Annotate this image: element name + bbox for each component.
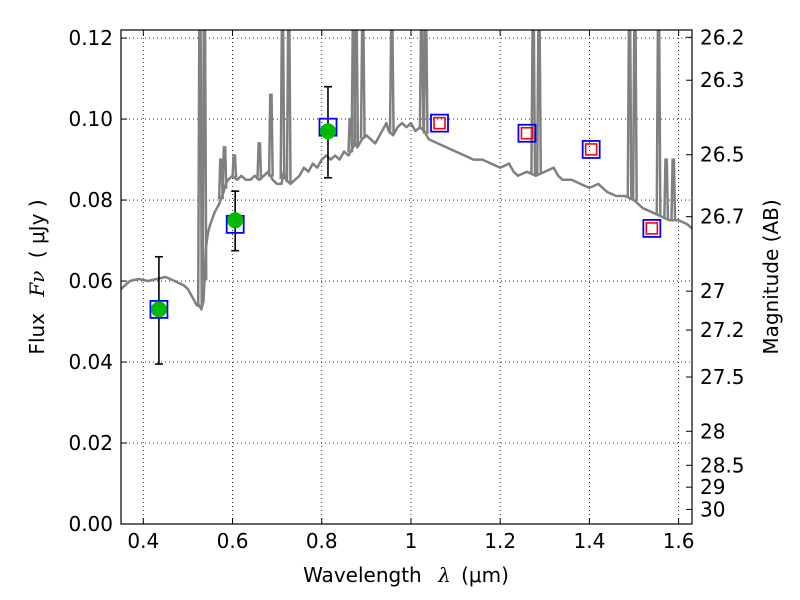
model-point-blue <box>149 299 169 319</box>
model-point-blue <box>642 219 662 238</box>
x-axis-title-unit: (μm) <box>461 563 509 587</box>
x-tick-label: 1.4 <box>573 529 605 553</box>
emission-line <box>196 30 203 307</box>
y-tick-label: 0.02 <box>68 431 113 455</box>
x-tick-label: 1.6 <box>663 529 695 553</box>
y-tick-label: 0.00 <box>68 512 113 536</box>
y-tick-label: 0.04 <box>68 350 113 374</box>
model-point-red <box>645 222 659 235</box>
y-axis-title-text: Flux <box>25 313 49 355</box>
x-tick-label: 1.2 <box>484 529 516 553</box>
y-axis-title: Flux Fν ( μJy ) <box>25 199 49 354</box>
emission-line <box>670 158 677 221</box>
emission-line <box>655 30 662 216</box>
emission-line <box>267 93 274 177</box>
model-point-blue <box>430 113 449 133</box>
y-tick-label: 0.06 <box>68 269 113 293</box>
emission-line <box>285 30 292 183</box>
emission-line <box>279 30 286 180</box>
y2-tick-label: 30 <box>700 497 725 521</box>
emission-line <box>631 30 638 201</box>
y-axis-title-symbol: Fν <box>25 271 49 298</box>
x-tick-label: 1 <box>405 529 418 553</box>
y2-tick-label: 27 <box>700 279 725 303</box>
x-tick-label: 0.4 <box>127 529 159 553</box>
y2-tick-label: 26.3 <box>700 68 745 92</box>
model-point-red <box>584 143 598 156</box>
model-point-red <box>520 126 534 140</box>
emission-line <box>359 30 366 139</box>
y-tick-label: 0.08 <box>68 188 113 212</box>
observed-point <box>319 123 336 140</box>
spectrum-layer <box>121 30 692 311</box>
model-point-blue <box>517 123 537 143</box>
y2-tick-label: 26.2 <box>700 25 745 49</box>
emission-line <box>256 142 263 180</box>
emission-line <box>353 30 360 146</box>
y-tick-label: 0.10 <box>68 107 113 131</box>
emission-line <box>388 30 395 135</box>
x-axis: 0.4 0.6 0.8 1 1.2 1.4 1.6 <box>127 30 695 553</box>
model-point-blue <box>581 140 601 159</box>
emission-line <box>221 146 228 189</box>
emission-line <box>422 30 429 134</box>
x-axis-title: Wavelength λ (μm) <box>303 563 509 587</box>
y-axis-title-unit: ( μJy ) <box>25 199 49 258</box>
x-tick-label: 0.6 <box>217 529 249 553</box>
y2-tick-label: 28 <box>700 419 725 443</box>
emission-line <box>530 30 537 175</box>
emission-line <box>418 30 425 129</box>
x-axis-title-symbol: λ <box>437 563 451 587</box>
y2-axis-title: Magnitude (AB) <box>759 199 783 354</box>
y2-tick-label: 29 <box>700 475 725 499</box>
emission-line <box>231 154 238 178</box>
emission-line <box>663 158 670 219</box>
points-layer <box>149 85 662 365</box>
emission-line <box>626 30 633 199</box>
emission-line <box>535 30 543 175</box>
y-axis: 0.00 0.02 0.04 0.06 0.08 0.10 0.12 <box>68 26 127 536</box>
y2-tick-label: 27.2 <box>700 318 745 342</box>
model-point-red <box>433 116 446 130</box>
y2-tick-label: 28.5 <box>700 453 745 477</box>
plot-frame <box>120 29 693 525</box>
x-tick-label: 0.8 <box>306 529 338 553</box>
y2-tick-label: 27.5 <box>700 365 745 389</box>
x-axis-title-text: Wavelength <box>303 563 422 587</box>
observed-point <box>150 301 167 318</box>
y2-tick-label: 26.7 <box>700 205 745 229</box>
emission-line <box>201 30 208 281</box>
observed-point <box>227 212 244 229</box>
y2-tick-label: 26.5 <box>700 143 745 167</box>
y-tick-label: 0.12 <box>68 26 113 50</box>
